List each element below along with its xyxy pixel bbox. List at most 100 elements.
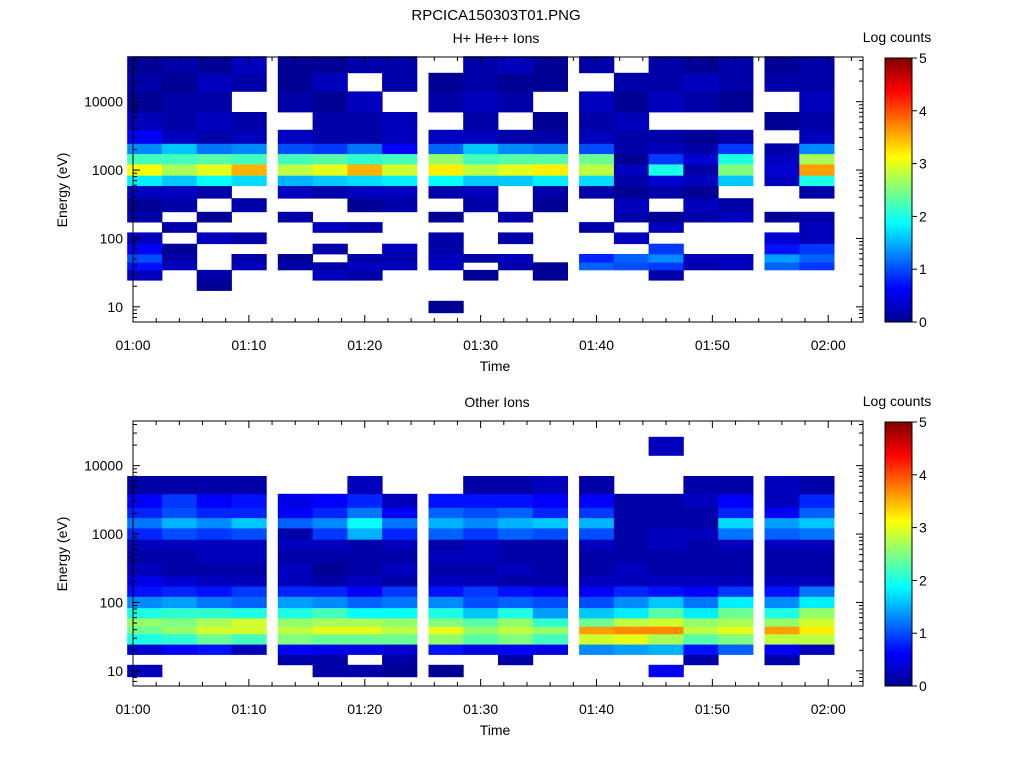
x-tick-label: 02:00 bbox=[811, 701, 846, 717]
heatmap-cell bbox=[718, 143, 754, 155]
heatmap-cell bbox=[231, 539, 267, 551]
heatmap-cell bbox=[683, 517, 719, 529]
colorbar-tick-label: 4 bbox=[919, 103, 927, 119]
heatmap-cell bbox=[428, 91, 464, 113]
heatmap-cell bbox=[532, 493, 568, 508]
heatmap-cell bbox=[613, 232, 650, 245]
heatmap-cell bbox=[764, 586, 800, 597]
heatmap-cell bbox=[312, 269, 348, 281]
heatmap-cell bbox=[127, 129, 163, 144]
heatmap-cell bbox=[347, 539, 383, 551]
heatmap-cell bbox=[231, 596, 267, 609]
heatmap-cell bbox=[127, 153, 163, 165]
heatmap-cell bbox=[579, 626, 615, 635]
heatmap-cell bbox=[127, 112, 163, 131]
heatmap-cell bbox=[498, 493, 534, 508]
y-tick-label: 10000 bbox=[84, 94, 123, 110]
heatmap-cell bbox=[463, 507, 499, 519]
heatmap-cell bbox=[347, 262, 383, 271]
heatmap-cell bbox=[428, 300, 464, 314]
heatmap-cell bbox=[532, 153, 568, 165]
heatmap-cell bbox=[498, 596, 534, 609]
heatmap-cell bbox=[683, 185, 719, 199]
heatmap-cell bbox=[498, 476, 534, 495]
heatmap-cell bbox=[579, 575, 615, 587]
heatmap-cell bbox=[532, 633, 568, 645]
heatmap-cell bbox=[428, 175, 464, 187]
heatmap-cell bbox=[382, 175, 418, 187]
heatmap-cell bbox=[347, 507, 383, 519]
heatmap-cell bbox=[162, 476, 198, 495]
heatmap-cell bbox=[764, 211, 800, 223]
heatmap-cell bbox=[231, 586, 267, 597]
heatmap-cell bbox=[799, 493, 835, 508]
heatmap-cell bbox=[532, 528, 568, 540]
heatmap-cell bbox=[683, 72, 719, 92]
heatmap-cell bbox=[718, 164, 754, 176]
heatmap-cell bbox=[463, 153, 499, 165]
heatmap-cell bbox=[127, 664, 163, 678]
heatmap-cell bbox=[463, 112, 499, 131]
heatmap-cell bbox=[428, 243, 464, 255]
x-tick-label: 01:00 bbox=[115, 337, 150, 353]
heatmap-cell bbox=[532, 586, 568, 597]
heatmap-cell bbox=[799, 72, 835, 92]
heatmap-cell bbox=[347, 562, 383, 577]
heatmap-cell bbox=[312, 664, 348, 678]
heatmap-cell bbox=[127, 575, 163, 587]
heatmap-cell bbox=[799, 185, 835, 199]
heatmap-cell bbox=[799, 153, 835, 165]
heatmap-cell bbox=[648, 539, 684, 551]
heatmap-cell bbox=[648, 549, 684, 563]
heatmap-cell bbox=[312, 175, 348, 187]
heatmap-cell bbox=[196, 175, 232, 187]
heatmap-cell bbox=[127, 626, 163, 635]
heatmap-cell bbox=[498, 72, 534, 92]
heatmap-cell bbox=[532, 129, 568, 144]
heatmap-cell bbox=[579, 153, 615, 165]
heatmap-cell bbox=[463, 476, 499, 495]
heatmap-cell bbox=[231, 262, 267, 271]
heatmap-cell bbox=[162, 72, 198, 92]
heatmap-cell bbox=[127, 164, 163, 176]
colorbar-ticks: 0 1 2 3 4 5 bbox=[912, 414, 927, 694]
heatmap-cell bbox=[162, 607, 198, 619]
heatmap-cell bbox=[196, 586, 232, 597]
heatmap-cell bbox=[463, 185, 499, 199]
heatmap-cell bbox=[799, 607, 835, 619]
heatmap-cell bbox=[648, 664, 684, 678]
heatmap-cell bbox=[648, 562, 684, 577]
heatmap-cell bbox=[498, 91, 534, 113]
heatmap-cell bbox=[277, 562, 313, 577]
heatmap-cell bbox=[277, 644, 313, 655]
heatmap-cell bbox=[312, 185, 348, 199]
heatmap-cell bbox=[127, 596, 163, 609]
heatmap-cell bbox=[683, 56, 719, 74]
heatmap-cell bbox=[764, 493, 800, 508]
heatmap-cell bbox=[382, 185, 418, 199]
heatmap-cell bbox=[799, 586, 835, 597]
heatmap-cell bbox=[613, 644, 650, 655]
heatmap-cell bbox=[347, 254, 383, 263]
heatmap-cell bbox=[532, 517, 568, 529]
heatmap-cell bbox=[799, 626, 835, 635]
colorbar-tick-label: 5 bbox=[919, 414, 927, 430]
y-tick-label: 100 bbox=[100, 230, 124, 246]
heatmap-cell bbox=[428, 262, 464, 271]
heatmap-cell bbox=[347, 586, 383, 597]
heatmap-cell bbox=[799, 596, 835, 609]
heatmap-cell bbox=[648, 626, 684, 635]
heatmap-cell bbox=[162, 143, 198, 155]
colorbar-tick-label: 2 bbox=[919, 208, 927, 224]
heatmap-cell bbox=[382, 112, 418, 131]
panel-title: H+ He++ Ions bbox=[453, 30, 540, 46]
heatmap-cell bbox=[648, 436, 684, 456]
heatmap-cell bbox=[718, 539, 754, 551]
heatmap-cell bbox=[648, 262, 684, 271]
heatmap-cell bbox=[277, 586, 313, 597]
heatmap-cell bbox=[312, 562, 348, 577]
heatmap-cell bbox=[277, 143, 313, 155]
heatmap-cell bbox=[579, 507, 615, 519]
panel-h-he-ions: H+ He++ Ions 01:00 01:10 01:20 01:30 01:40 01… bbox=[54, 29, 931, 374]
heatmap-cell bbox=[382, 528, 418, 540]
